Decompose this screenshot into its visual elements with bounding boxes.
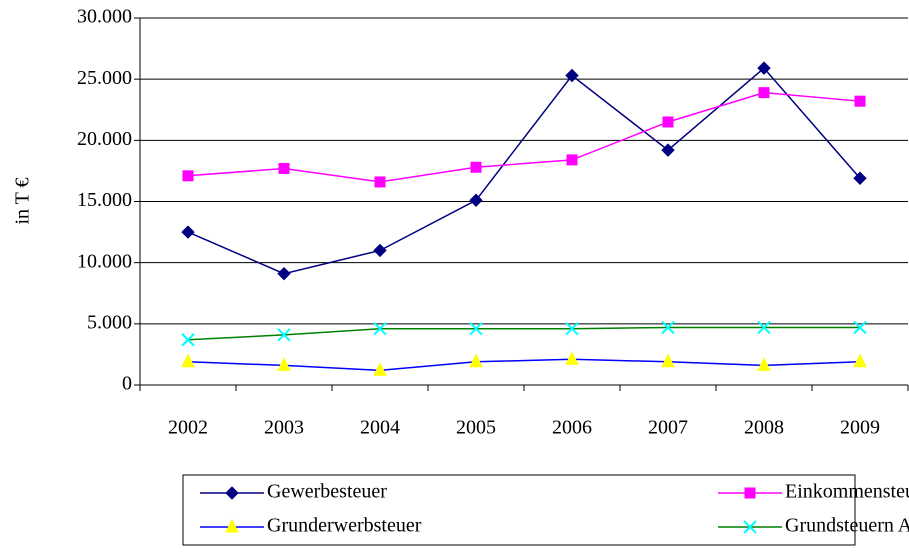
x-tick-label: 2005: [456, 417, 496, 439]
marker: [374, 176, 386, 188]
y-tick-label: 0: [122, 373, 132, 395]
marker: [743, 520, 757, 534]
marker: [181, 333, 195, 347]
marker: [181, 353, 195, 368]
legend-label: Einkommensteueranteile: [785, 481, 909, 503]
x-tick-label: 2008: [744, 417, 784, 439]
marker: [225, 518, 239, 533]
marker: [470, 161, 482, 173]
marker: [566, 154, 578, 166]
marker: [757, 320, 771, 335]
marker: [469, 353, 483, 368]
legend-label: Grunderwerbsteuer: [267, 515, 422, 537]
marker: [758, 87, 770, 99]
marker: [757, 357, 771, 371]
marker: [853, 171, 867, 185]
marker: [661, 353, 675, 368]
marker: [373, 243, 387, 258]
marker: [277, 328, 291, 342]
marker: [277, 357, 291, 371]
y-tick-label: 25.000: [77, 67, 132, 89]
marker: [854, 95, 866, 107]
x-tick-label: 2007: [648, 417, 688, 439]
marker: [661, 143, 675, 157]
marker: [181, 225, 195, 239]
legend-box: [182, 474, 856, 546]
marker: [661, 320, 675, 335]
marker: [278, 162, 290, 174]
series-line: [187, 326, 860, 341]
marker: [469, 193, 483, 207]
series-line: [187, 67, 861, 275]
x-tick-label: 2002: [168, 417, 208, 439]
x-tick-label: 2003: [264, 417, 304, 439]
y-axis-label: in T €: [12, 177, 34, 224]
marker: [373, 322, 387, 336]
marker: [757, 61, 771, 75]
y-tick-label: 5.000: [87, 311, 132, 333]
marker: [565, 351, 579, 365]
marker: [469, 322, 483, 336]
marker: [277, 266, 291, 281]
marker: [373, 362, 387, 376]
x-tick-label: 2009: [840, 417, 880, 439]
y-tick-label: 15.000: [77, 189, 132, 211]
marker: [565, 68, 579, 83]
x-tick-label: 2004: [360, 417, 400, 439]
legend-label: Grundsteuern A und B: [785, 515, 909, 537]
marker: [182, 170, 194, 182]
marker: [744, 487, 756, 499]
y-tick-label: 20.000: [77, 128, 132, 150]
marker: [853, 320, 867, 335]
series-line: [187, 91, 861, 183]
marker: [662, 116, 674, 128]
y-tick-label: 30.000: [77, 6, 132, 28]
marker: [565, 322, 579, 336]
x-tick-label: 2006: [552, 417, 592, 439]
y-tick-label: 10.000: [77, 250, 132, 272]
legend-label: Gewerbesteuer: [267, 481, 387, 503]
marker: [225, 486, 239, 500]
marker: [853, 353, 867, 368]
series-line: [187, 358, 861, 372]
